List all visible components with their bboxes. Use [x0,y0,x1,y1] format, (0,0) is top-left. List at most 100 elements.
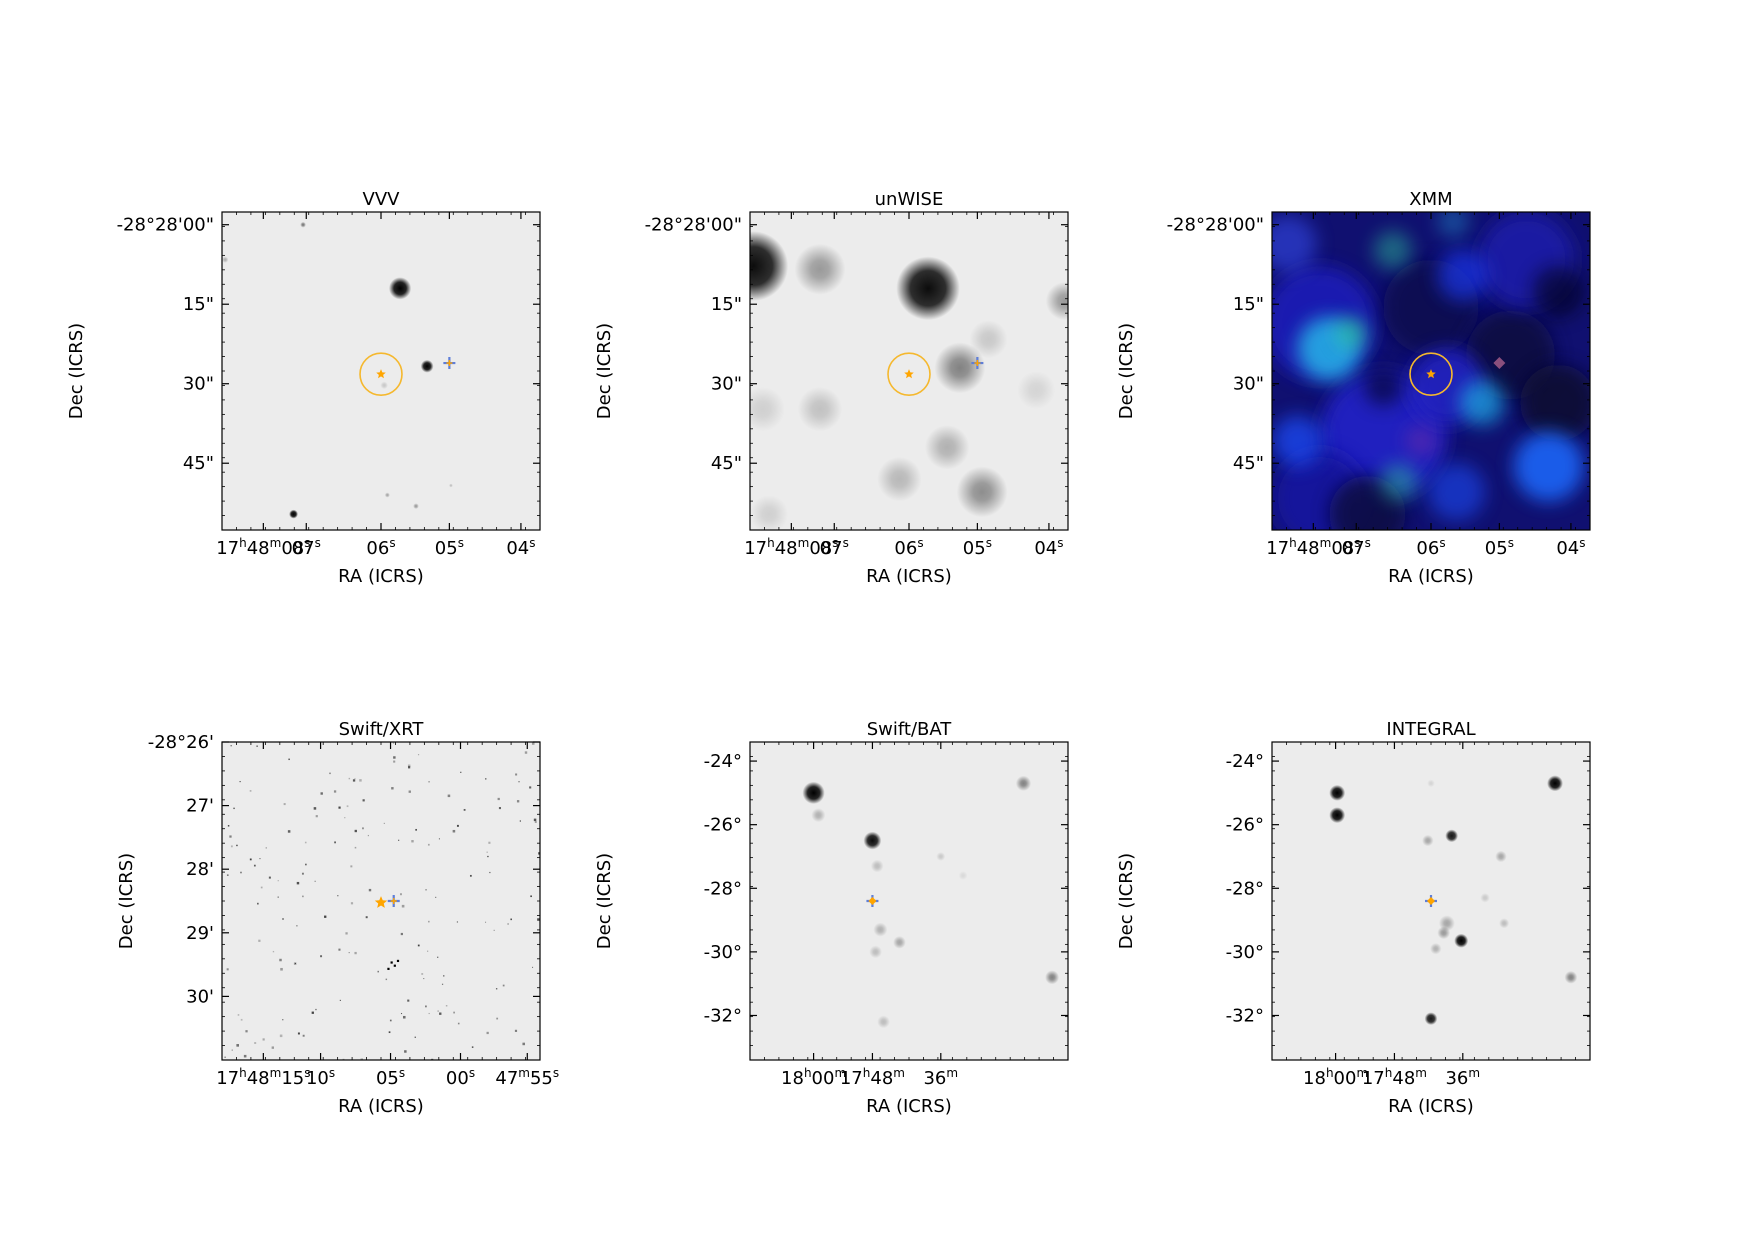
source-blob [1329,784,1346,801]
photon-event [489,871,491,874]
y-axis-label: Dec (ICRS) [66,323,87,419]
photon-event [486,851,488,853]
photon-event [390,961,393,964]
x-tick-label: 05s [435,536,464,559]
photon-event [296,925,298,927]
photon-event [338,948,341,951]
photon-event [415,828,417,831]
y-tick-label: 27' [186,796,214,817]
xray-source [1437,212,1470,238]
photon-event [359,779,362,782]
x-tick-label: 06s [1416,536,1445,559]
photon-event [529,786,532,789]
photon-event [487,855,489,858]
y-tick-label: -28°28'00" [117,215,214,236]
photon-event [346,805,349,808]
photon-event [354,829,357,833]
photon-event [411,840,414,843]
x-axis-label: RA (ICRS) [338,566,424,587]
photon-event [425,1005,427,1008]
source-blob [1427,779,1435,788]
source-blob [384,492,390,498]
x-tick-label: 04s [1034,536,1063,559]
source-blob [1045,970,1060,985]
photon-event [320,955,323,958]
photon-event [438,838,440,840]
photon-event [229,835,232,838]
xray-source [1272,215,1317,273]
photon-event [534,821,537,823]
y-tick-label: -30° [704,942,742,963]
photon-event [463,808,466,811]
photon-event [493,929,495,931]
photon-event [338,806,341,809]
xray-source [1364,367,1403,406]
x-axis-label: RA (ICRS) [866,1096,952,1117]
photon-event [350,902,354,905]
y-tick-label: 28' [186,859,214,880]
photon-event [457,1022,460,1025]
source-blob [873,922,888,937]
source-blob [956,466,1008,518]
image-area [750,212,1068,530]
photon-event [471,1046,474,1048]
photon-event [408,790,411,793]
y-axis-label: Dec (ICRS) [1116,323,1137,419]
photon-event [389,1019,392,1022]
photon-event [344,817,346,819]
photon-event [329,772,331,775]
photon-event [313,807,317,810]
panel-title: XMM [1409,189,1452,210]
x-tick-label: 17h48m08s [1266,536,1360,559]
y-tick-label: 30' [186,986,214,1007]
x-tick-label: 04s [1556,536,1585,559]
y-axis-label: Dec (ICRS) [594,323,615,419]
x-tick-label: 18h00m [781,1066,846,1089]
photon-event [239,781,241,783]
source-blob [1437,926,1451,940]
photon-event [486,1031,489,1035]
photon-event [280,967,283,971]
source-blob [289,509,299,519]
target-star-marker [376,369,386,379]
source-blob [1480,893,1490,903]
y-tick-label: -26° [1226,815,1264,836]
y-tick-label: -28°28'00" [1167,215,1264,236]
photon-event [437,1010,439,1012]
y-tick-label: 15" [183,294,214,315]
photon-event [352,779,356,782]
xray-source [1513,431,1584,502]
x-tick-label: 00s [446,1066,475,1089]
source-blob [1454,933,1469,948]
counterpart-marker [446,360,453,367]
photon-event [514,1029,518,1032]
photon-event [333,790,337,793]
photon-event [404,1050,407,1053]
source-blob [1329,807,1346,824]
photon-event [236,1044,239,1047]
image-area [750,742,1068,1060]
source-blob [300,221,306,228]
source-blob [877,456,922,502]
photon-event [282,1019,284,1021]
photon-event [365,916,368,919]
y-tick-label: -28°28'00" [645,215,742,236]
y-tick-label: -32° [704,1005,742,1026]
photon-event [402,1015,406,1019]
photon-event [277,879,279,882]
photon-event [354,778,356,780]
source-blob [413,503,419,510]
counterpart-marker [1427,897,1435,905]
photon-event [531,742,535,745]
x-tick-label: 17h48m [1362,1066,1427,1089]
photon-event [393,964,396,967]
photon-event [272,950,275,953]
panel-title: Swift/XRT [339,719,425,740]
xray-source [1405,425,1438,457]
photon-event [362,799,365,802]
photon-event [421,973,424,975]
xray-source [1532,266,1584,317]
photon-event [407,999,410,1002]
y-tick-label: -24° [1226,751,1264,772]
